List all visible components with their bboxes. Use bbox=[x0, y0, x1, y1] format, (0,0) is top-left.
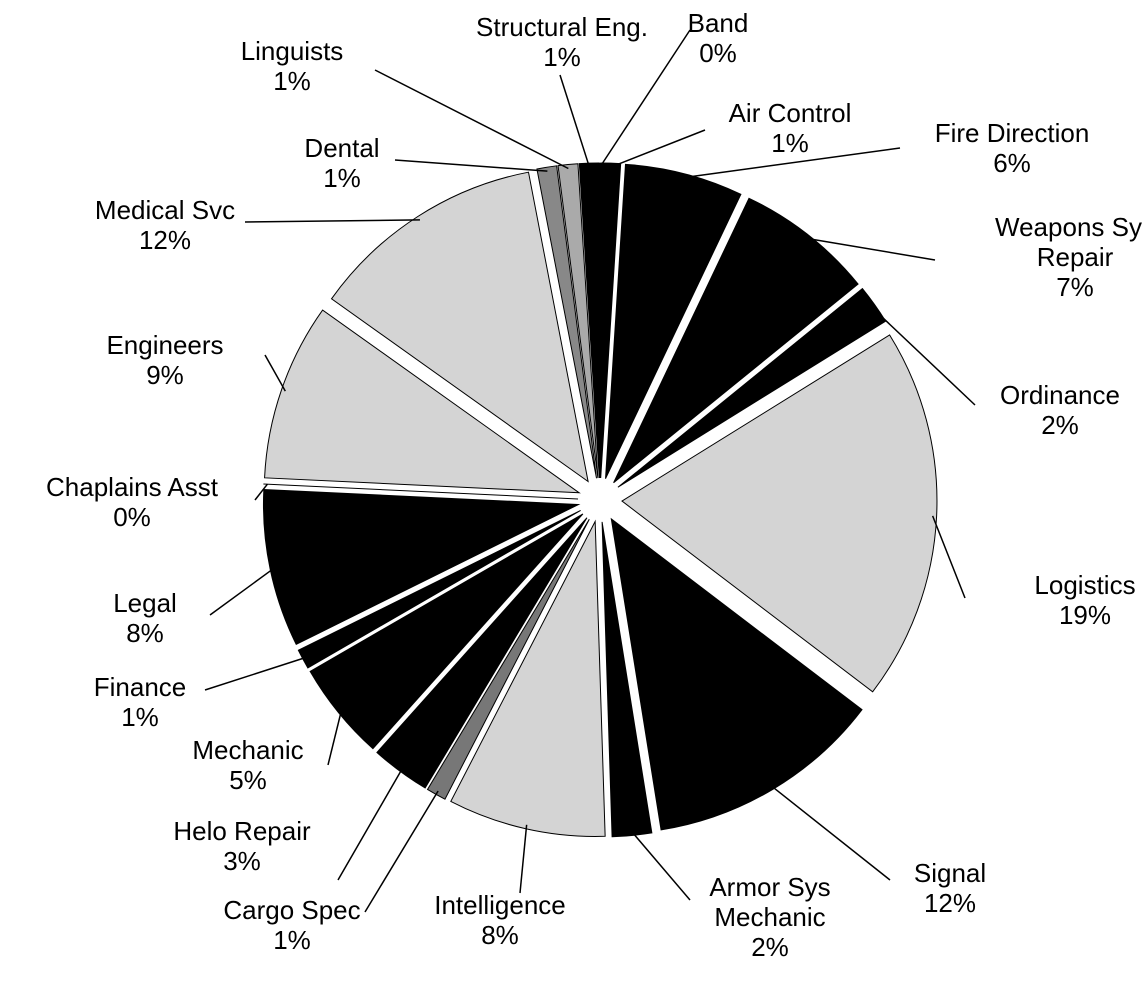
category-label: Legal bbox=[113, 588, 177, 618]
slice-label: Band 0% bbox=[688, 8, 749, 68]
leader-line bbox=[254, 483, 268, 501]
leader-line bbox=[770, 785, 891, 881]
slice-label: Armor Sys Mechanic 2% bbox=[685, 872, 855, 962]
category-label: Weapons Sys Repair bbox=[995, 212, 1142, 272]
value-label: 8% bbox=[126, 618, 164, 648]
leader-line bbox=[870, 306, 976, 406]
pie-slice bbox=[557, 163, 599, 479]
slice-label: Medical Svc 12% bbox=[95, 195, 235, 255]
pie-slice bbox=[610, 517, 863, 831]
category-label: Logistics bbox=[1034, 570, 1136, 600]
value-label: 0% bbox=[699, 38, 737, 68]
pie-slice bbox=[621, 334, 938, 693]
pie-slice bbox=[601, 521, 653, 838]
value-label: 12% bbox=[138, 225, 192, 255]
value-label: 12% bbox=[923, 888, 977, 918]
slice-label: Weapons Sys Repair 7% bbox=[990, 212, 1142, 302]
leader-line bbox=[559, 74, 591, 168]
category-label: Signal bbox=[913, 858, 987, 888]
value-label: 6% bbox=[993, 148, 1031, 178]
slice-label: Engineers 9% bbox=[106, 330, 223, 390]
leader-line bbox=[931, 515, 966, 599]
leader-line bbox=[374, 69, 569, 170]
category-label: Armor Sys Mechanic bbox=[709, 872, 831, 932]
value-label: 8% bbox=[481, 920, 519, 950]
category-label: Ordinance bbox=[1000, 380, 1120, 410]
leader-line bbox=[337, 767, 404, 881]
leader-line bbox=[519, 824, 528, 894]
slice-label: Helo Repair 3% bbox=[173, 816, 310, 876]
category-label: Mechanic bbox=[192, 735, 304, 765]
slice-label: Logistics 19% bbox=[1034, 570, 1135, 630]
pie-slice bbox=[309, 513, 584, 750]
category-label: Chaplains Asst bbox=[46, 472, 218, 502]
category-label: Engineers bbox=[106, 330, 224, 360]
slice-label: Chaplains Asst 0% bbox=[46, 472, 218, 532]
pie-slice bbox=[536, 165, 598, 479]
category-label: Air Control bbox=[728, 98, 852, 128]
slice-label: Intelligence 8% bbox=[434, 890, 566, 950]
leader-line bbox=[327, 709, 343, 766]
pie-slice bbox=[330, 171, 589, 483]
value-label: 1% bbox=[273, 66, 311, 96]
slice-label: Fire Direction 6% bbox=[935, 118, 1090, 178]
slice-label: Finance 1% bbox=[94, 672, 187, 732]
value-label: 1% bbox=[543, 42, 581, 72]
pie-slice bbox=[613, 197, 859, 484]
slice-label: Linguists 1% bbox=[241, 36, 344, 96]
leader-line bbox=[244, 219, 420, 223]
value-label: 0% bbox=[113, 502, 151, 532]
value-label: 1% bbox=[121, 702, 159, 732]
leader-line bbox=[394, 159, 548, 172]
leader-line bbox=[264, 354, 286, 392]
category-label: Intelligence bbox=[434, 890, 566, 920]
pie-slice bbox=[263, 483, 579, 500]
category-label: Fire Direction bbox=[934, 118, 1090, 148]
slice-label: Dental 1% bbox=[304, 133, 379, 193]
slice-label: Signal 12% bbox=[914, 858, 986, 918]
value-label: 1% bbox=[273, 925, 311, 955]
value-label: 2% bbox=[751, 932, 789, 962]
value-label: 9% bbox=[146, 360, 184, 390]
leader-line bbox=[631, 831, 691, 901]
value-label: 1% bbox=[771, 128, 809, 158]
pie-slice bbox=[262, 488, 581, 646]
slice-label: Cargo Spec 1% bbox=[223, 895, 360, 955]
category-label: Band bbox=[687, 8, 749, 38]
value-label: 3% bbox=[223, 846, 261, 876]
category-label: Structural Eng. bbox=[476, 12, 648, 42]
category-label: Medical Svc bbox=[94, 195, 236, 225]
pie-slice bbox=[578, 162, 600, 479]
slice-label: Structural Eng. 1% bbox=[476, 12, 648, 72]
category-label: Helo Repair bbox=[173, 816, 311, 846]
leader-line bbox=[683, 147, 901, 179]
slice-label: Mechanic 5% bbox=[192, 735, 303, 795]
category-label: Cargo Spec bbox=[223, 895, 361, 925]
slice-label: Air Control 1% bbox=[729, 98, 852, 158]
value-label: 1% bbox=[323, 163, 361, 193]
value-label: 19% bbox=[1058, 600, 1112, 630]
leader-line bbox=[209, 567, 275, 616]
slice-label: Legal 8% bbox=[113, 588, 177, 648]
category-label: Finance bbox=[93, 672, 187, 702]
slice-label: Ordinance 2% bbox=[1000, 380, 1120, 440]
category-label: Dental bbox=[304, 133, 380, 163]
value-label: 5% bbox=[229, 765, 267, 795]
leader-line bbox=[805, 237, 936, 261]
leader-line bbox=[610, 129, 706, 168]
pie-slice bbox=[605, 163, 742, 479]
leader-line bbox=[599, 29, 691, 168]
value-label: 7% bbox=[1056, 272, 1094, 302]
leader-line bbox=[364, 790, 439, 913]
leader-line bbox=[204, 656, 307, 691]
pie-slice bbox=[264, 309, 581, 494]
value-label: 2% bbox=[1041, 410, 1079, 440]
category-label: Linguists bbox=[240, 36, 344, 66]
